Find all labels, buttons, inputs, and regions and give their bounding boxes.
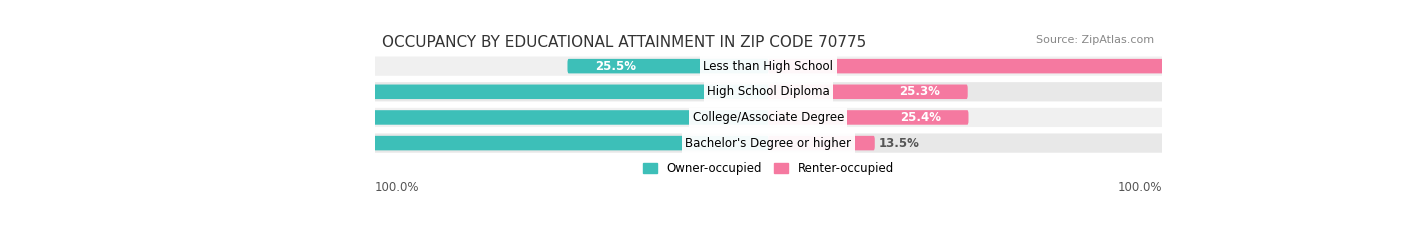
FancyBboxPatch shape	[768, 59, 1355, 73]
Text: 25.5%: 25.5%	[595, 60, 636, 73]
FancyBboxPatch shape	[374, 134, 1163, 153]
Text: 100.0%: 100.0%	[1118, 181, 1163, 194]
Text: 100.0%: 100.0%	[374, 181, 419, 194]
FancyBboxPatch shape	[768, 85, 967, 99]
FancyBboxPatch shape	[768, 110, 969, 125]
Text: OCCUPANCY BY EDUCATIONAL ATTAINMENT IN ZIP CODE 70775: OCCUPANCY BY EDUCATIONAL ATTAINMENT IN Z…	[382, 35, 866, 50]
FancyBboxPatch shape	[768, 136, 875, 150]
FancyBboxPatch shape	[87, 136, 769, 150]
Text: 74.6%: 74.6%	[208, 111, 249, 124]
Legend: Owner-occupied, Renter-occupied: Owner-occupied, Renter-occupied	[638, 158, 898, 180]
Text: 25.4%: 25.4%	[900, 111, 941, 124]
Text: College/Associate Degree: College/Associate Degree	[693, 111, 844, 124]
FancyBboxPatch shape	[180, 85, 769, 99]
FancyBboxPatch shape	[181, 110, 769, 125]
Text: 74.5%: 74.5%	[1286, 60, 1327, 73]
FancyBboxPatch shape	[568, 59, 769, 73]
Text: High School Diploma: High School Diploma	[707, 85, 830, 98]
Text: 13.5%: 13.5%	[879, 137, 920, 150]
Text: 25.3%: 25.3%	[900, 85, 941, 98]
Text: Source: ZipAtlas.com: Source: ZipAtlas.com	[1036, 35, 1154, 45]
Text: 74.7%: 74.7%	[208, 85, 249, 98]
Text: Less than High School: Less than High School	[703, 60, 834, 73]
FancyBboxPatch shape	[374, 108, 1163, 127]
Text: 86.5%: 86.5%	[115, 137, 156, 150]
Text: Bachelor's Degree or higher: Bachelor's Degree or higher	[685, 137, 852, 150]
FancyBboxPatch shape	[374, 57, 1163, 76]
FancyBboxPatch shape	[374, 82, 1163, 101]
